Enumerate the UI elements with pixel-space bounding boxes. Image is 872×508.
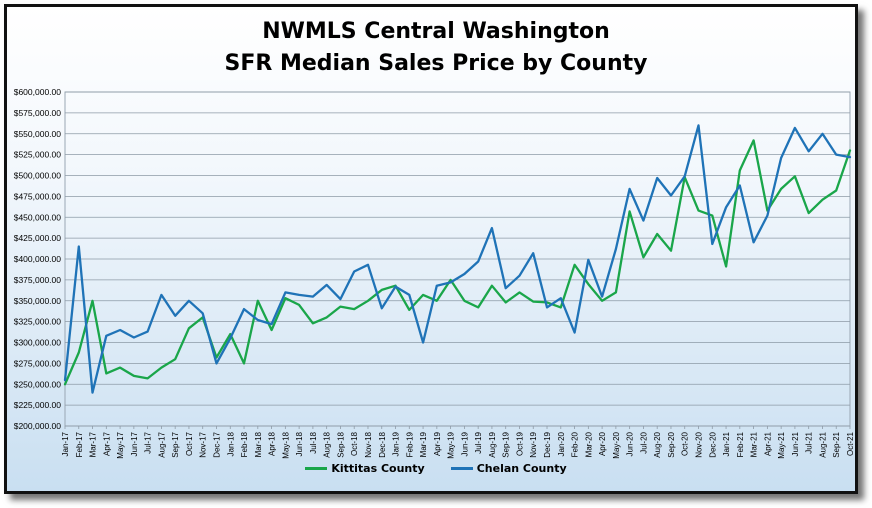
x-tick-label: Sep-19	[502, 431, 511, 457]
x-tick-label: Jul-20	[639, 431, 648, 453]
y-tick-label: $400,000.00	[14, 254, 62, 264]
x-tick-label: Feb-20	[571, 431, 580, 457]
x-tick-label: Dec-18	[378, 431, 387, 457]
x-tick-label: Jun-21	[791, 431, 800, 456]
x-tick-label: Dec-19	[543, 431, 552, 457]
x-tick-label: Aug-18	[323, 431, 332, 457]
y-tick-label: $275,000.00	[14, 358, 62, 368]
y-tick-label: $225,000.00	[14, 400, 62, 410]
legend-label-chelan: Chelan County	[476, 462, 567, 475]
x-tick-label: May-21	[777, 431, 786, 458]
x-tick-label: Nov-17	[199, 431, 208, 457]
x-tick-label: Mar-17	[89, 431, 98, 457]
x-tick-label: Nov-20	[695, 431, 704, 457]
x-tick-label: Dec-17	[212, 431, 221, 457]
x-tick-label: Aug-20	[653, 431, 662, 457]
x-tick-label: Sep-18	[336, 431, 345, 457]
x-tick-label: Oct-20	[681, 431, 690, 456]
x-tick-label: Jul-19	[474, 431, 483, 453]
y-tick-label: $600,000.00	[14, 87, 62, 97]
y-tick-label: $475,000.00	[14, 191, 62, 201]
y-tick-label: $425,000.00	[14, 233, 62, 243]
legend-item-chelan: Chelan County	[450, 462, 567, 475]
x-tick-label: Apr-19	[433, 431, 442, 456]
x-tick-label: Feb-21	[736, 431, 745, 457]
x-tick-label: Apr-21	[763, 431, 772, 456]
x-tick-label: Feb-19	[405, 431, 414, 457]
chart-title-line-1: NWMLS Central Washington	[262, 19, 610, 44]
y-tick-label: $250,000.00	[14, 379, 62, 389]
y-tick-label: $300,000.00	[14, 338, 62, 348]
y-tick-label: $325,000.00	[14, 317, 62, 327]
x-tick-label: Sep-21	[832, 431, 841, 457]
series-line-kittitas	[63, 139, 852, 386]
x-tick-label: Jun-17	[130, 431, 139, 456]
x-tick-label: Mar-20	[584, 431, 593, 457]
x-tick-label: Jan-21	[722, 431, 731, 456]
x-tick-label: Jun-18	[295, 431, 304, 456]
x-tick-label: Jul-18	[309, 431, 318, 453]
x-tick-label: Feb-17	[75, 431, 84, 457]
x-tick-label: Oct-21	[846, 431, 855, 456]
x-tick-label: May-20	[612, 431, 621, 458]
y-tick-label: $450,000.00	[14, 212, 62, 222]
y-tick-label: $550,000.00	[14, 129, 62, 139]
x-tick-label: Jun-19	[460, 431, 469, 456]
legend-label-kittitas: Kittitas County	[331, 462, 425, 475]
x-tick-label: Sep-20	[667, 431, 676, 457]
y-tick-label: $500,000.00	[14, 171, 62, 181]
x-tick-label: Mar-19	[419, 431, 428, 457]
x-tick-label: May-17	[116, 431, 125, 458]
y-tick-label: $350,000.00	[14, 296, 62, 306]
x-tick-label: Nov-19	[529, 431, 538, 457]
x-tick-label: Sep-17	[171, 431, 180, 457]
series-line-chelan	[63, 124, 852, 394]
x-tick-label: Oct-19	[515, 431, 524, 456]
y-tick-label: $200,000.00	[14, 421, 62, 431]
x-tick-label: Jun-20	[626, 431, 635, 456]
x-tick-label: Oct-18	[350, 431, 359, 456]
x-tick-label: Mar-21	[750, 431, 759, 457]
x-tick-label: Apr-20	[598, 431, 607, 456]
chart-title-line-2: SFR Median Sales Price by County	[224, 51, 648, 76]
x-tick-label: Nov-18	[364, 431, 373, 457]
x-tick-label: Jan-18	[226, 431, 235, 456]
x-tick-label: Jul-21	[805, 431, 814, 453]
x-tick-label: May-19	[447, 431, 456, 458]
x-tick-label: Dec-20	[708, 431, 717, 457]
legend: Kittitas County Chelan County	[0, 462, 872, 475]
x-tick-label: Mar-18	[254, 431, 263, 457]
x-tick-label: Apr-18	[268, 431, 277, 456]
chart-frame	[4, 4, 858, 494]
x-tick-label: Jan-20	[557, 431, 566, 456]
x-tick-label: Feb-18	[240, 431, 249, 457]
legend-swatch-kittitas	[305, 467, 328, 470]
x-tick-label: Jul-17	[144, 431, 153, 453]
x-tick-label: Aug-21	[818, 431, 827, 457]
y-tick-label: $375,000.00	[14, 275, 62, 285]
x-tick-label: May-18	[281, 431, 290, 458]
y-tick-label: $525,000.00	[14, 150, 62, 160]
x-tick-label: Jan-19	[392, 431, 401, 456]
x-tick-label: Aug-17	[157, 431, 166, 457]
legend-item-kittitas: Kittitas County	[305, 462, 425, 475]
y-tick-label: $575,000.00	[14, 108, 62, 118]
x-tick-label: Oct-17	[185, 431, 194, 456]
legend-swatch-chelan	[450, 467, 473, 470]
x-tick-label: Apr-17	[102, 431, 111, 456]
x-tick-label: Jan-17	[61, 431, 70, 456]
x-tick-label: Aug-19	[488, 431, 497, 457]
